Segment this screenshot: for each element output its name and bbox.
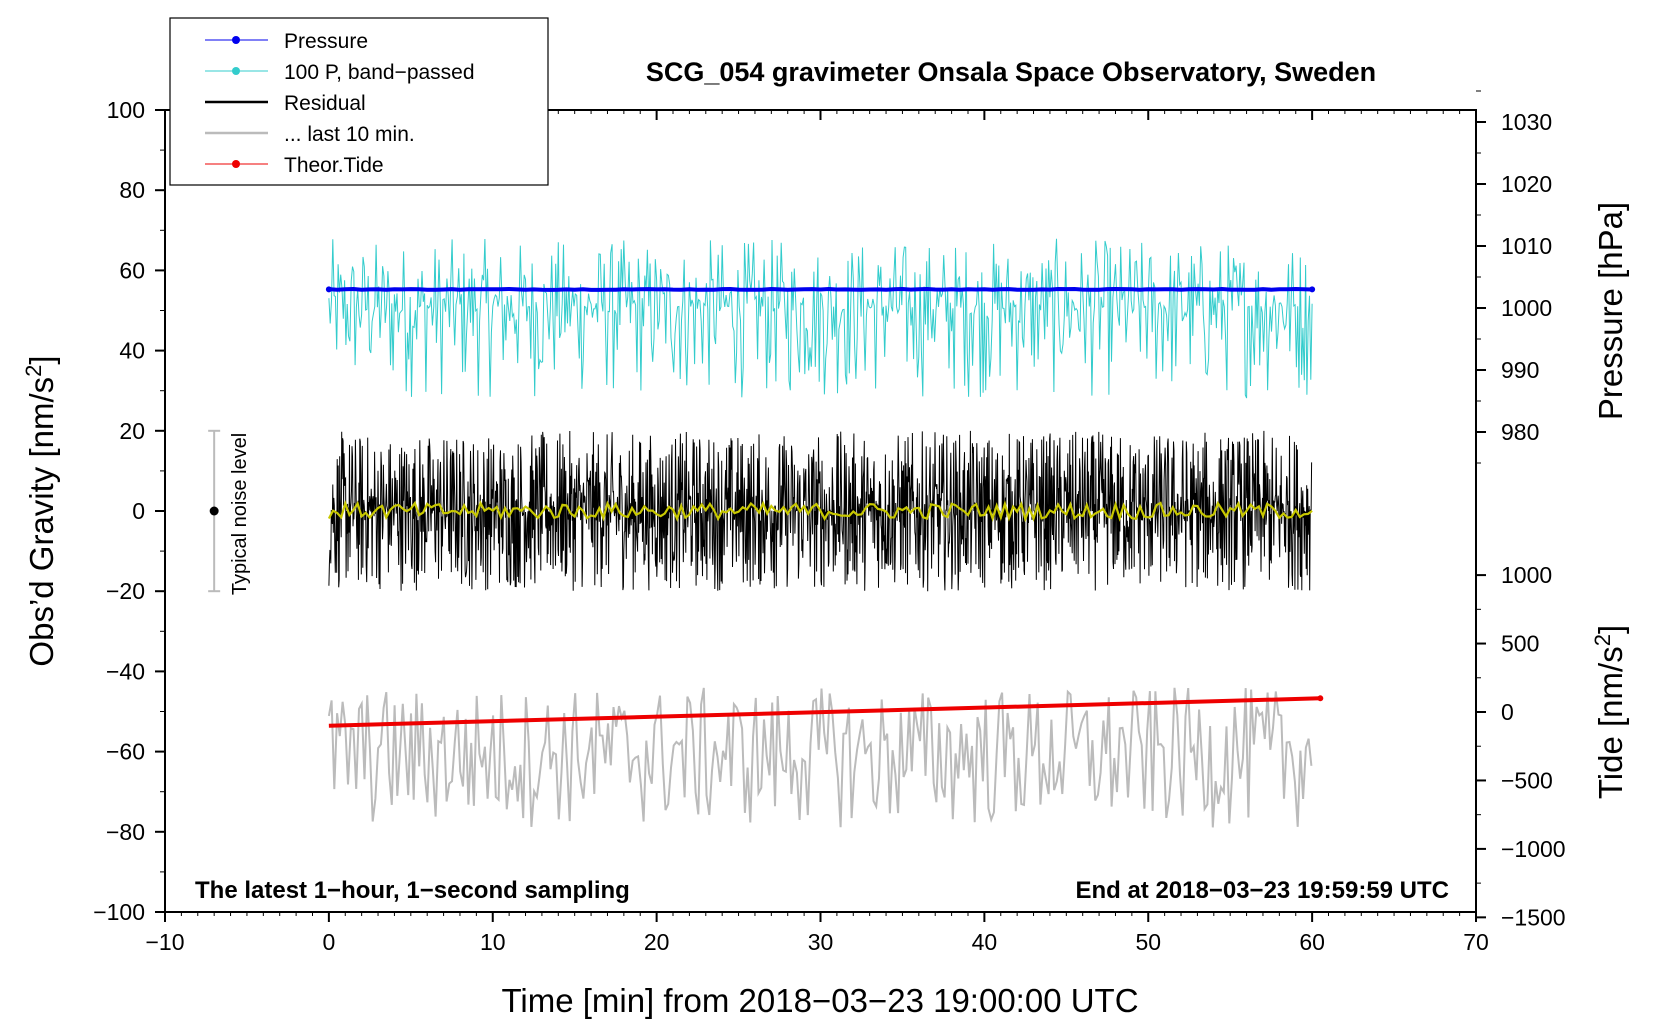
x-tick-label: 20 bbox=[644, 929, 670, 955]
y-tick-label: 60 bbox=[119, 257, 145, 283]
pressure-axis-title: Pressure [hPa] bbox=[1592, 202, 1629, 420]
y-tick-label: 0 bbox=[132, 498, 145, 524]
y-tick-label: −80 bbox=[106, 819, 145, 845]
pressure-tick-label: 1020 bbox=[1501, 171, 1552, 197]
pressure-tick-label: 1010 bbox=[1501, 233, 1552, 259]
pressure-start-dot bbox=[325, 286, 332, 293]
pressure-line bbox=[328, 286, 1313, 292]
legend-label: 100 P, band−passed bbox=[284, 61, 475, 84]
theoretical-tide-line bbox=[328, 696, 1321, 728]
end-time-note: End at 2018−03−23 19:59:59 UTC bbox=[1075, 877, 1449, 904]
pressure-tick-label: 1030 bbox=[1501, 109, 1552, 135]
x-axis-title: Time [min] from 2018−03−23 19:00:00 UTC bbox=[501, 982, 1138, 1019]
legend-label: Theor.Tide bbox=[284, 154, 384, 177]
x-tick-label: 0 bbox=[322, 929, 335, 955]
residual-line bbox=[328, 430, 1313, 592]
legend-label: Residual bbox=[284, 92, 366, 115]
legend-swatch-dot bbox=[232, 160, 240, 168]
bandpassed-pressure-line bbox=[328, 238, 1313, 399]
tide-tick-label: −500 bbox=[1501, 767, 1553, 793]
noise-level-center-dot bbox=[209, 506, 219, 516]
x-tick-label: 70 bbox=[1463, 929, 1489, 955]
tide-tick-label: −1500 bbox=[1501, 904, 1566, 930]
pressure-end-dot bbox=[1309, 286, 1316, 293]
y-tick-label: −20 bbox=[106, 578, 145, 604]
tide-tick-label: 1000 bbox=[1501, 562, 1552, 588]
x-tick-label: 50 bbox=[1135, 929, 1161, 955]
y-tick-label: 20 bbox=[119, 418, 145, 444]
y-axis-title: Obs’d Gravity [nm/s2] bbox=[21, 355, 60, 666]
theoretical-tide-end-dot bbox=[1317, 695, 1324, 702]
x-tick-label: 40 bbox=[972, 929, 998, 955]
residual-smoothed-line bbox=[327, 499, 1313, 523]
legend: Pressure 100 P, band−passed Residual ... la… bbox=[169, 17, 549, 186]
pressure-tick-label: 990 bbox=[1501, 357, 1539, 383]
legend-label: ... last 10 min. bbox=[284, 123, 415, 146]
tide-tick-label: −1000 bbox=[1501, 836, 1566, 862]
y-tick-label: −40 bbox=[106, 658, 145, 684]
tide-tick-label: 500 bbox=[1501, 631, 1539, 657]
pressure-tick-label: 1000 bbox=[1501, 295, 1552, 321]
last-10-min-line bbox=[327, 687, 1313, 828]
x-tick-label: 30 bbox=[808, 929, 834, 955]
legend-label: Pressure bbox=[284, 30, 368, 53]
y-tick-label: 80 bbox=[119, 177, 145, 203]
pressure-tick-label: 980 bbox=[1501, 419, 1539, 445]
chart-title: SCG_054 gravimeter Onsala Space Observat… bbox=[646, 57, 1376, 87]
tide-tick-label: 0 bbox=[1501, 699, 1514, 725]
y-tick-label: −60 bbox=[106, 739, 145, 765]
sampling-note: The latest 1−hour, 1−second sampling bbox=[195, 877, 630, 904]
x-tick-label: −10 bbox=[145, 929, 184, 955]
x-tick-label: 10 bbox=[480, 929, 506, 955]
y-tick-label: 100 bbox=[107, 97, 145, 123]
tide-axis-title: Tide [nm/s2] bbox=[1590, 625, 1629, 799]
y-tick-label: 40 bbox=[119, 338, 145, 364]
x-tick-label: 60 bbox=[1299, 929, 1325, 955]
y-tick-label: −100 bbox=[93, 899, 145, 925]
legend-swatch-dot bbox=[232, 36, 240, 44]
noise-level-label: Typical noise level bbox=[229, 433, 251, 595]
legend-swatch-dot bbox=[232, 67, 240, 75]
